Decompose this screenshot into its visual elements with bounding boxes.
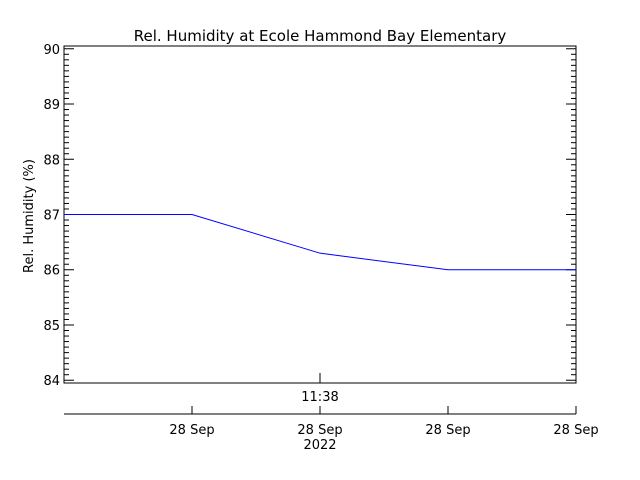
y-tick-label: 88 <box>43 153 60 168</box>
x-date-year-label: 2022 <box>303 438 336 453</box>
y-axis-ticks: 84 85 86 87 88 89 90 <box>43 43 576 389</box>
x-date-tick-label: 28 Sep <box>553 423 598 438</box>
y-tick-label: 84 <box>43 374 60 389</box>
y-tick-label: 86 <box>43 264 60 279</box>
series-layer <box>64 214 576 271</box>
x-date-tick-label: 28 Sep <box>297 423 342 438</box>
y-tick-label: 89 <box>43 98 60 113</box>
y-axis-label: Rel. Humidity (%) <box>22 159 37 273</box>
chart-title: Rel. Humidity at Ecole Hammond Bay Eleme… <box>134 27 507 45</box>
y-tick-label: 85 <box>43 319 60 334</box>
humidity-series-line <box>64 214 576 271</box>
y-tick-label: 87 <box>43 209 60 224</box>
x-date-tick-label: 28 Sep <box>425 423 470 438</box>
y-tick-label: 90 <box>43 43 60 58</box>
x-date-tick-label: 28 Sep <box>169 423 214 438</box>
x-time-tick-label: 11:38 <box>301 390 338 405</box>
